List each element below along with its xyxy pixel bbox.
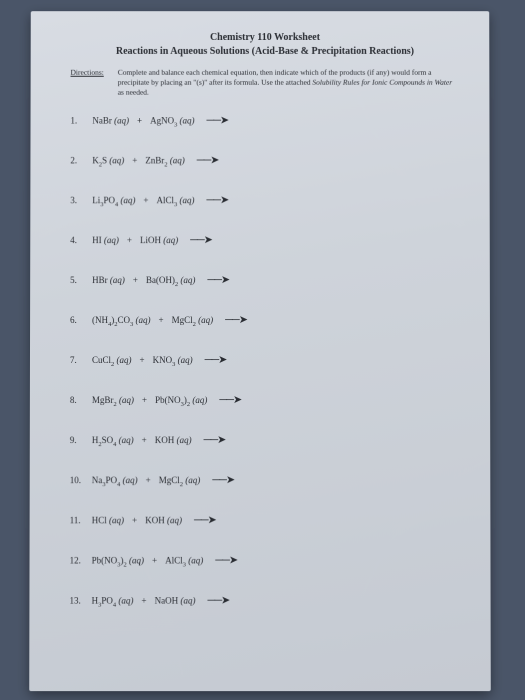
equation: HCl (aq) + KOH (aq) ──➤ [92, 514, 216, 527]
plus-sign: + [142, 435, 147, 445]
reactant-a: NaBr (aq) [92, 115, 129, 125]
reactant-a: MgBr2 (aq) [92, 395, 134, 405]
reactant-a: HBr (aq) [92, 275, 125, 285]
problem-number: 11. [70, 515, 92, 525]
problem-number: 10. [70, 475, 92, 485]
problem-number: 7. [70, 355, 92, 365]
problem-number: 9. [70, 435, 92, 445]
problem-row: 4.HI (aq) + LiOH (aq) ──➤ [70, 234, 460, 247]
reactant-b: Ba(OH)2 (aq) [146, 275, 195, 285]
equation: K2S (aq) + ZnBr2 (aq) ──➤ [92, 154, 218, 167]
arrow-icon: ──➤ [190, 234, 212, 247]
equation: CuCl2 (aq) + KNO3 (aq) ──➤ [92, 353, 226, 366]
reactant-b: NaOH (aq) [155, 595, 196, 605]
plus-sign: + [127, 235, 132, 245]
plus-sign: + [137, 115, 142, 125]
problem-number: 8. [70, 395, 92, 405]
problem-row: 5.HBr (aq) + Ba(OH)2 (aq) ──➤ [70, 273, 460, 286]
plus-sign: + [132, 515, 137, 525]
arrow-icon: ──➤ [225, 313, 247, 326]
problem-row: 6.(NH4)2CO3 (aq) + MgCl2 (aq) ──➤ [70, 313, 460, 326]
problem-number: 12. [70, 555, 92, 565]
directions-text: Complete and balance each chemical equat… [118, 68, 460, 98]
arrow-icon: ──➤ [197, 154, 219, 167]
reactant-b: ZnBr2 (aq) [145, 155, 184, 165]
problem-number: 13. [70, 595, 92, 605]
arrow-icon: ──➤ [207, 273, 229, 286]
equation: NaBr (aq) + AgNO3 (aq) ──➤ [92, 114, 228, 127]
equation: Li3PO4 (aq) + AlCl3 (aq) ──➤ [92, 194, 228, 207]
reactant-b: AgNO3 (aq) [150, 115, 194, 125]
plus-sign: + [143, 195, 148, 205]
problem-number: 5. [70, 275, 92, 285]
arrow-icon: ──➤ [194, 514, 216, 527]
worksheet-paper: Chemistry 110 Worksheet Reactions in Aqu… [29, 11, 491, 691]
plus-sign: + [139, 355, 144, 365]
reactant-b: KOH (aq) [155, 435, 192, 445]
arrow-icon: ──➤ [206, 194, 228, 207]
reactant-b: KNO3 (aq) [153, 355, 193, 365]
plus-sign: + [146, 475, 151, 485]
problem-row: 7.CuCl2 (aq) + KNO3 (aq) ──➤ [70, 353, 460, 366]
reactant-a: Pb(NO3)2 (aq) [92, 555, 144, 565]
problem-number: 4. [70, 235, 92, 245]
directions-label: Directions: [70, 68, 103, 98]
reactant-a: (NH4)2CO3 (aq) [92, 315, 151, 325]
equation: (NH4)2CO3 (aq) + MgCl2 (aq) ──➤ [92, 313, 247, 326]
reactant-a: Na3PO4 (aq) [92, 475, 138, 485]
equation: HBr (aq) + Ba(OH)2 (aq) ──➤ [92, 273, 229, 286]
arrow-icon: ──➤ [206, 114, 228, 127]
reactant-b: MgCl2 (aq) [159, 475, 201, 485]
reactant-a: CuCl2 (aq) [92, 355, 132, 365]
reactant-a: H3PO4 (aq) [92, 595, 134, 605]
arrow-icon: ──➤ [212, 474, 234, 487]
problem-row: 2.K2S (aq) + ZnBr2 (aq) ──➤ [70, 154, 459, 167]
reactant-a: HCl (aq) [92, 515, 124, 525]
arrow-icon: ──➤ [215, 554, 237, 567]
reactant-a: K2S (aq) [92, 155, 124, 165]
problems-list: 1.NaBr (aq) + AgNO3 (aq) ──➤ 2.K2S (aq) + ZnBr… [70, 114, 461, 607]
worksheet-title: Chemistry 110 Worksheet Reactions in Aqu… [71, 31, 460, 58]
problem-row: 8.MgBr2 (aq) + Pb(NO3)2 (aq) ──➤ [70, 393, 460, 406]
problem-number: 3. [70, 195, 92, 205]
plus-sign: + [152, 555, 157, 565]
title-line-1: Chemistry 110 Worksheet [71, 31, 460, 44]
equation: HI (aq) + LiOH (aq) ──➤ [92, 234, 212, 247]
reactant-a: H2SO4 (aq) [92, 435, 134, 445]
reactant-b: KOH (aq) [145, 515, 182, 525]
arrow-icon: ──➤ [207, 594, 229, 607]
plus-sign: + [141, 595, 146, 605]
reactant-a: Li3PO4 (aq) [92, 195, 135, 205]
arrow-icon: ──➤ [204, 433, 226, 446]
reactant-b: LiOH (aq) [140, 235, 178, 245]
problem-row: 9.H2SO4 (aq) + KOH (aq) ──➤ [70, 433, 460, 446]
equation: H3PO4 (aq) + NaOH (aq) ──➤ [92, 594, 230, 607]
plus-sign: + [142, 395, 147, 405]
problem-row: 1.NaBr (aq) + AgNO3 (aq) ──➤ [70, 114, 459, 127]
reactant-b: AlCl3 (aq) [156, 195, 194, 205]
equation: Pb(NO3)2 (aq) + AlCl3 (aq) ──➤ [92, 554, 237, 567]
problem-number: 1. [70, 115, 92, 125]
problem-number: 6. [70, 315, 92, 325]
reactant-b: Pb(NO3)2 (aq) [155, 395, 207, 405]
plus-sign: + [133, 275, 138, 285]
plus-sign: + [159, 315, 164, 325]
equation: Na3PO4 (aq) + MgCl2 (aq) ──➤ [92, 474, 234, 487]
equation: MgBr2 (aq) + Pb(NO3)2 (aq) ──➤ [92, 393, 241, 406]
problem-row: 13.H3PO4 (aq) + NaOH (aq) ──➤ [70, 594, 461, 607]
problem-number: 2. [70, 155, 92, 165]
reactant-a: HI (aq) [92, 235, 119, 245]
reactant-b: AlCl3 (aq) [165, 555, 203, 565]
problem-row: 12.Pb(NO3)2 (aq) + AlCl3 (aq) ──➤ [70, 554, 461, 567]
problem-row: 11.HCl (aq) + KOH (aq) ──➤ [70, 514, 461, 527]
directions-block: Directions: Complete and balance each ch… [70, 68, 459, 98]
problem-row: 10.Na3PO4 (aq) + MgCl2 (aq) ──➤ [70, 474, 461, 487]
reactant-b: MgCl2 (aq) [172, 315, 214, 325]
plus-sign: + [132, 155, 137, 165]
arrow-icon: ──➤ [219, 393, 241, 406]
equation: H2SO4 (aq) + KOH (aq) ──➤ [92, 433, 226, 446]
title-line-2: Reactions in Aqueous Solutions (Acid-Bas… [71, 44, 460, 57]
arrow-icon: ──➤ [205, 353, 227, 366]
problem-row: 3.Li3PO4 (aq) + AlCl3 (aq) ──➤ [70, 194, 459, 207]
